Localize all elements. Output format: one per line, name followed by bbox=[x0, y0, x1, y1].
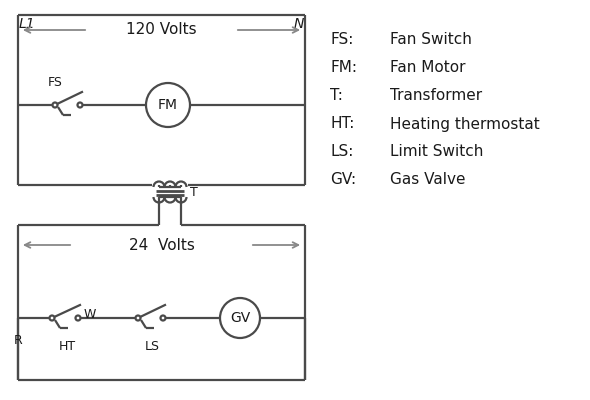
Text: Transformer: Transformer bbox=[390, 88, 482, 104]
Text: Fan Motor: Fan Motor bbox=[390, 60, 466, 76]
Text: W: W bbox=[84, 308, 96, 320]
Text: FS:: FS: bbox=[330, 32, 353, 48]
Text: FM:: FM: bbox=[330, 60, 357, 76]
Text: Heating thermostat: Heating thermostat bbox=[390, 116, 540, 132]
Text: Gas Valve: Gas Valve bbox=[390, 172, 466, 188]
Text: HT:: HT: bbox=[330, 116, 355, 132]
Circle shape bbox=[77, 102, 83, 108]
Text: FS: FS bbox=[48, 76, 63, 89]
Text: L1: L1 bbox=[19, 17, 35, 31]
Text: HT: HT bbox=[58, 340, 76, 353]
Text: Fan Switch: Fan Switch bbox=[390, 32, 472, 48]
Circle shape bbox=[160, 316, 166, 320]
Text: Limit Switch: Limit Switch bbox=[390, 144, 483, 160]
Text: 120 Volts: 120 Volts bbox=[126, 22, 197, 38]
Text: N: N bbox=[294, 17, 304, 31]
Circle shape bbox=[50, 316, 54, 320]
Text: R: R bbox=[14, 334, 22, 347]
Circle shape bbox=[136, 316, 140, 320]
Text: GV:: GV: bbox=[330, 172, 356, 188]
Text: GV: GV bbox=[230, 311, 250, 325]
Text: FM: FM bbox=[158, 98, 178, 112]
Text: T:: T: bbox=[330, 88, 343, 104]
Circle shape bbox=[76, 316, 80, 320]
Text: LS: LS bbox=[145, 340, 160, 353]
Text: LS:: LS: bbox=[330, 144, 353, 160]
Text: T: T bbox=[190, 186, 198, 200]
Text: 24  Volts: 24 Volts bbox=[129, 238, 195, 252]
Circle shape bbox=[53, 102, 57, 108]
